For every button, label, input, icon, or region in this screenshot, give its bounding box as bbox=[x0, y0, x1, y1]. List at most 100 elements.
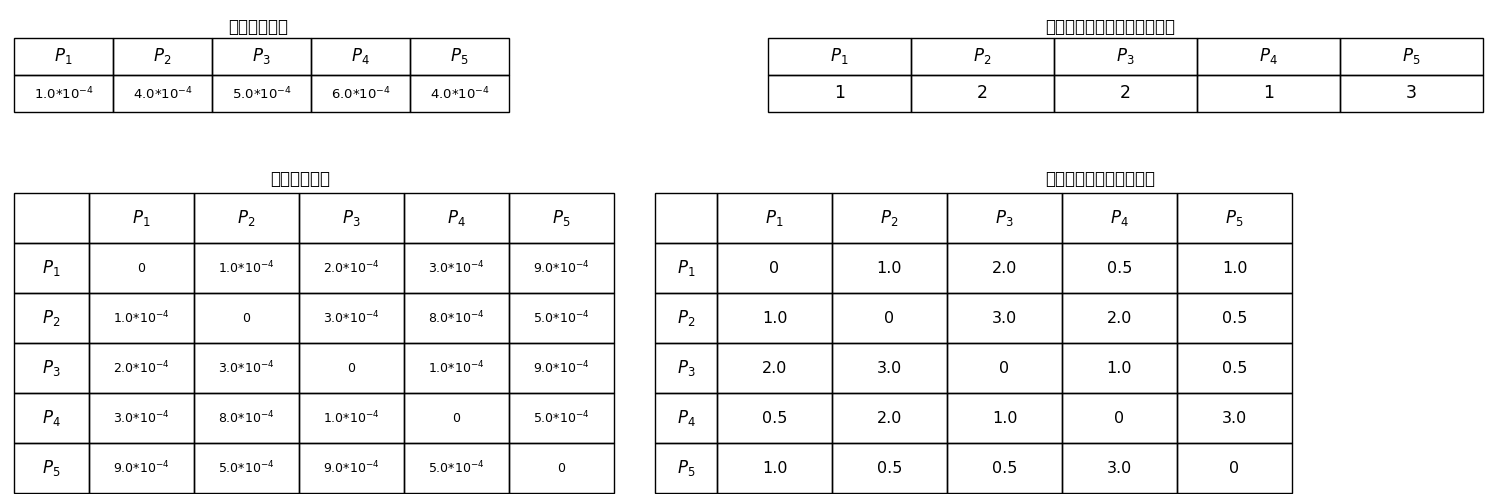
Bar bbox=[717, 443, 832, 493]
Bar bbox=[194, 293, 299, 343]
Text: 8.0*10$^{-4}$: 8.0*10$^{-4}$ bbox=[428, 310, 485, 327]
Bar bbox=[405, 443, 509, 493]
Bar bbox=[767, 38, 911, 75]
Text: 0.5: 0.5 bbox=[1221, 361, 1247, 375]
Text: 5.0*10$^{-4}$: 5.0*10$^{-4}$ bbox=[533, 410, 590, 426]
Text: 2: 2 bbox=[976, 84, 988, 102]
Bar bbox=[947, 443, 1062, 493]
Text: $P_1$: $P_1$ bbox=[766, 208, 784, 228]
Bar bbox=[13, 393, 90, 443]
Bar bbox=[1176, 293, 1291, 343]
Text: 1.0: 1.0 bbox=[761, 460, 787, 476]
Text: $P_3$: $P_3$ bbox=[996, 208, 1014, 228]
Text: $P_5$: $P_5$ bbox=[42, 458, 61, 478]
Text: 2.0: 2.0 bbox=[761, 361, 787, 375]
Bar bbox=[411, 75, 509, 112]
Text: 节点失效概率: 节点失效概率 bbox=[228, 18, 288, 36]
Bar bbox=[947, 393, 1062, 443]
Bar bbox=[832, 343, 947, 393]
Text: 3.0: 3.0 bbox=[1221, 411, 1247, 425]
Bar bbox=[90, 293, 194, 343]
Text: $P_4$: $P_4$ bbox=[1259, 46, 1278, 67]
Bar bbox=[1054, 38, 1197, 75]
Text: 0: 0 bbox=[1229, 460, 1239, 476]
Bar bbox=[509, 293, 614, 343]
Text: $P_2$: $P_2$ bbox=[237, 208, 255, 228]
Bar bbox=[405, 243, 509, 293]
Text: 1.0: 1.0 bbox=[991, 411, 1017, 425]
Bar bbox=[947, 193, 1062, 243]
Bar bbox=[1062, 193, 1176, 243]
Bar bbox=[194, 443, 299, 493]
Text: 2.0: 2.0 bbox=[876, 411, 902, 425]
Bar bbox=[1176, 343, 1291, 393]
Bar bbox=[509, 393, 614, 443]
Text: 3.0*10$^{-4}$: 3.0*10$^{-4}$ bbox=[324, 310, 379, 327]
Bar bbox=[1176, 393, 1291, 443]
Bar bbox=[655, 393, 717, 443]
Bar bbox=[717, 243, 832, 293]
Text: 0: 0 bbox=[557, 461, 566, 475]
Bar bbox=[405, 393, 509, 443]
Text: 9.0*10$^{-4}$: 9.0*10$^{-4}$ bbox=[533, 360, 590, 376]
Bar bbox=[1062, 393, 1176, 443]
Bar bbox=[1054, 75, 1197, 112]
Bar bbox=[13, 343, 90, 393]
Bar bbox=[212, 38, 311, 75]
Text: $P_3$: $P_3$ bbox=[1117, 46, 1135, 67]
Bar bbox=[13, 443, 90, 493]
Text: 4.0*10$^{-4}$: 4.0*10$^{-4}$ bbox=[430, 85, 490, 102]
Text: 1.0*10$^{-4}$: 1.0*10$^{-4}$ bbox=[218, 260, 275, 276]
Bar bbox=[1176, 443, 1291, 493]
Text: 3: 3 bbox=[1406, 84, 1417, 102]
Text: 5.0*10$^{-4}$: 5.0*10$^{-4}$ bbox=[428, 460, 485, 476]
Text: $P_3$: $P_3$ bbox=[42, 358, 61, 378]
Text: 9.0*10$^{-4}$: 9.0*10$^{-4}$ bbox=[113, 460, 170, 476]
Bar bbox=[1062, 243, 1176, 293]
Bar bbox=[717, 193, 832, 243]
Text: $P_2$: $P_2$ bbox=[42, 308, 61, 328]
Text: 2.0*10$^{-4}$: 2.0*10$^{-4}$ bbox=[324, 260, 379, 276]
Bar bbox=[194, 193, 299, 243]
Bar bbox=[655, 243, 717, 293]
Bar bbox=[90, 443, 194, 493]
Bar bbox=[1062, 443, 1176, 493]
Text: 1.0*10$^{-4}$: 1.0*10$^{-4}$ bbox=[34, 85, 94, 102]
Bar bbox=[1062, 293, 1176, 343]
Bar bbox=[832, 393, 947, 443]
Bar bbox=[767, 75, 911, 112]
Text: $P_4$: $P_4$ bbox=[446, 208, 466, 228]
Text: 0: 0 bbox=[452, 412, 460, 424]
Bar bbox=[655, 293, 717, 343]
Text: $P_3$: $P_3$ bbox=[676, 358, 696, 378]
Text: 3.0: 3.0 bbox=[991, 311, 1017, 326]
Text: 3.0: 3.0 bbox=[1106, 460, 1132, 476]
Bar bbox=[13, 75, 113, 112]
Bar bbox=[655, 193, 717, 243]
Text: 3.0*10$^{-4}$: 3.0*10$^{-4}$ bbox=[428, 260, 485, 276]
Bar bbox=[947, 343, 1062, 393]
Text: 链路单位时间可传输数据: 链路单位时间可传输数据 bbox=[1045, 170, 1156, 188]
Text: $P_5$: $P_5$ bbox=[676, 458, 696, 478]
Text: 8.0*10$^{-4}$: 8.0*10$^{-4}$ bbox=[218, 410, 275, 426]
Bar bbox=[113, 38, 212, 75]
Text: 3.0*10$^{-4}$: 3.0*10$^{-4}$ bbox=[218, 360, 275, 376]
Text: $P_1$: $P_1$ bbox=[676, 258, 696, 278]
Text: 0: 0 bbox=[242, 312, 251, 325]
Text: $P_4$: $P_4$ bbox=[676, 408, 696, 428]
Bar bbox=[13, 193, 90, 243]
Text: 1.0: 1.0 bbox=[1106, 361, 1132, 375]
Bar bbox=[13, 38, 113, 75]
Text: $P_2$: $P_2$ bbox=[154, 46, 172, 67]
Text: 0.5: 0.5 bbox=[991, 460, 1017, 476]
Bar bbox=[509, 443, 614, 493]
Bar bbox=[1197, 38, 1341, 75]
Text: $P_5$: $P_5$ bbox=[1226, 208, 1244, 228]
Bar bbox=[832, 293, 947, 343]
Text: 1: 1 bbox=[1263, 84, 1274, 102]
Text: 0.5: 0.5 bbox=[876, 460, 902, 476]
Text: $P_1$: $P_1$ bbox=[54, 46, 73, 67]
Bar bbox=[212, 75, 311, 112]
Bar bbox=[717, 393, 832, 443]
Bar bbox=[655, 443, 717, 493]
